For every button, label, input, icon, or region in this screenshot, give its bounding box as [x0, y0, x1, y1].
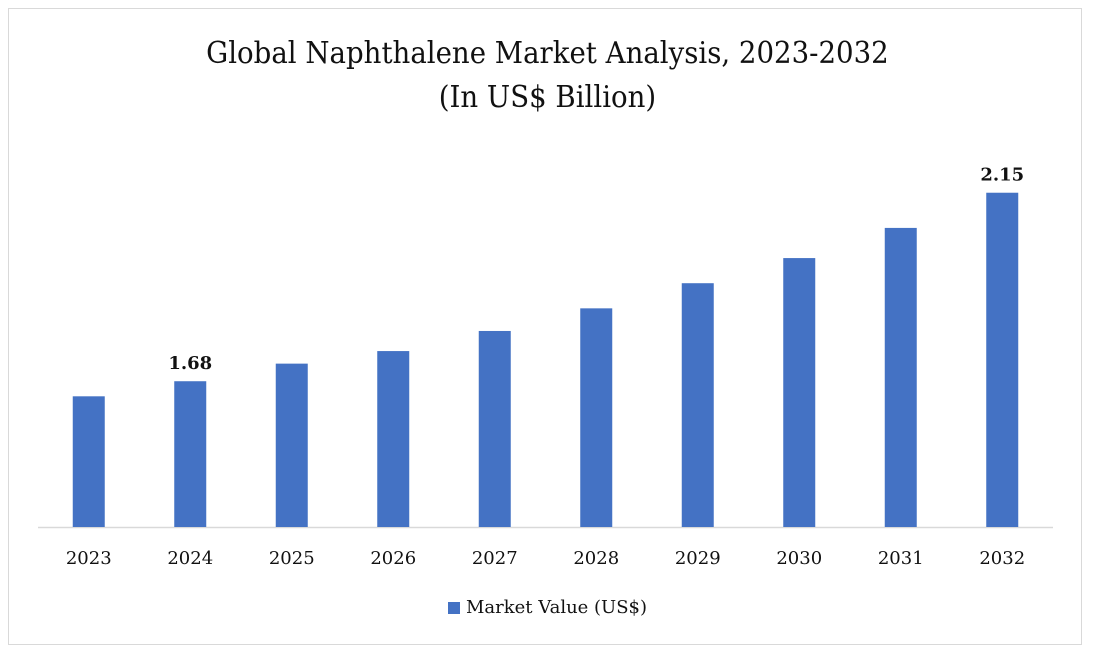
- x-tick-label: 2028: [573, 548, 619, 569]
- chart-title-block: Global Naphthalene Market Analysis, 2023…: [44, 32, 1051, 120]
- bar-2026: [377, 351, 410, 527]
- x-tick-label: 2029: [675, 548, 721, 569]
- chart-title: Global Naphthalene Market Analysis, 2023…: [206, 36, 889, 71]
- bar-2027: [478, 330, 511, 527]
- bar-2025: [275, 363, 308, 527]
- bar-2024: [174, 381, 207, 527]
- bar-2030: [783, 258, 816, 527]
- data-label-2024: 1.68: [168, 353, 212, 374]
- x-tick-label: 2032: [979, 548, 1025, 569]
- bar-2031: [884, 227, 917, 527]
- x-tick-label: 2031: [878, 548, 924, 569]
- x-tick-label: 2024: [167, 548, 213, 569]
- legend-swatch: [447, 602, 460, 614]
- bar-2023: [72, 396, 105, 527]
- bar-2028: [580, 308, 613, 527]
- x-tick-label: 2027: [472, 548, 518, 569]
- bar-2032: [986, 192, 1019, 527]
- chart-legend: Market Value (US$): [0, 597, 1095, 618]
- chart-subtitle: (In US$ Billion): [438, 80, 657, 115]
- data-label-2032: 2.15: [980, 165, 1024, 186]
- x-tick-label: 2030: [776, 548, 822, 569]
- x-tick-label: 2025: [269, 548, 315, 569]
- x-tick-label: 2026: [370, 548, 416, 569]
- bar-2029: [681, 283, 714, 527]
- x-tick-label: 2023: [66, 548, 112, 569]
- legend-label: Market Value (US$): [465, 597, 648, 618]
